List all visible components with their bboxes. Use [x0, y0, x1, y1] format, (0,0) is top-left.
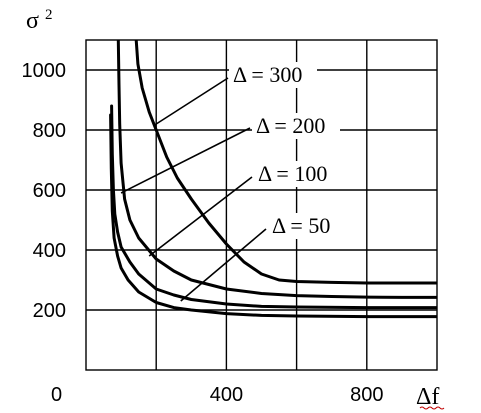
- series-line-2: [110, 104, 437, 310]
- leader-line-3: [180, 228, 267, 302]
- leader-lines: Δ = 300 Δ = 200 Δ = 100 Δ = 50: [120, 62, 356, 302]
- annotation-label-0: Δ = 300: [233, 62, 302, 87]
- series-line-0: [134, 40, 437, 285]
- annotation-background-3: [268, 213, 356, 239]
- y-tick-label-800: 800: [33, 120, 66, 142]
- x-tick-label-800: 800: [350, 384, 383, 406]
- y-tick-label-1000: 1000: [22, 60, 67, 82]
- leader-line-1: [120, 127, 251, 194]
- series-line-1: [116, 40, 437, 299]
- annotation-background-0: [229, 62, 317, 88]
- origin-label: 0: [51, 384, 62, 406]
- x-axis-label-underline: [419, 406, 445, 410]
- leader-line-2: [148, 176, 253, 257]
- y-tick-label-600: 600: [33, 180, 66, 202]
- plot-frame: [85, 39, 438, 371]
- series-group: [109, 40, 437, 319]
- y-tick-label-200: 200: [33, 300, 66, 322]
- annotation-label-3: Δ = 50: [272, 213, 330, 238]
- series-line-3: [109, 113, 437, 319]
- annotation-background-1: [252, 113, 340, 139]
- annotation-label-1: Δ = 200: [256, 113, 325, 138]
- y-tick-label-400: 400: [33, 240, 66, 262]
- tick-labels: 200 400 600 800 1000 400 800: [22, 60, 384, 406]
- grid: [86, 40, 437, 370]
- annotation-background-2: [254, 161, 342, 187]
- annotation-label-2: Δ = 100: [258, 161, 327, 186]
- leader-line-0: [155, 77, 229, 125]
- y-axis-label-superscript: 2: [45, 7, 53, 23]
- x-tick-label-400: 400: [210, 384, 243, 406]
- x-axis-label: Δf: [416, 384, 439, 410]
